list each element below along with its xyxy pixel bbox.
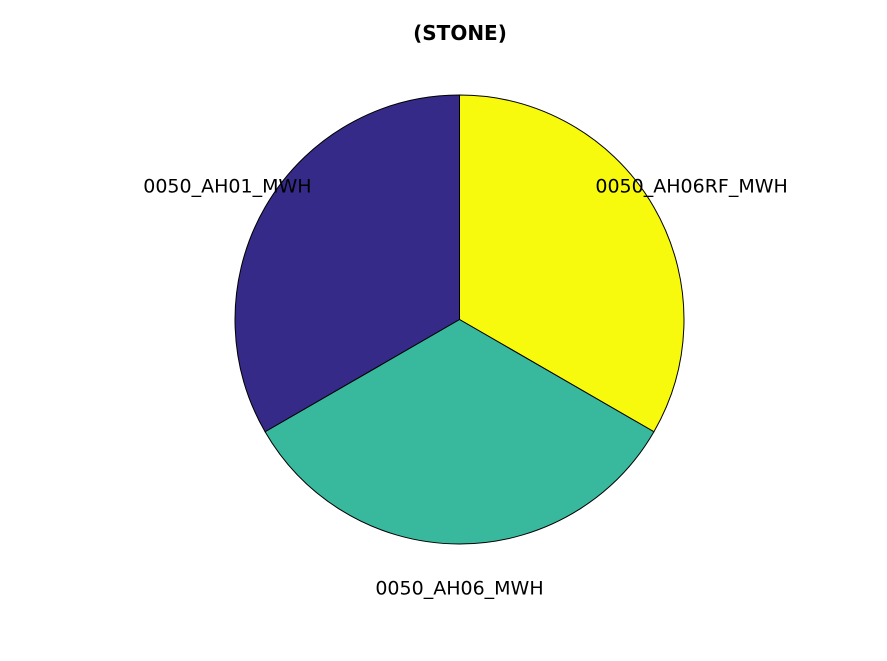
pie-slice-label-2: 0050_AH06_MWH: [375, 578, 543, 600]
pie-labels: 0050_AH06RF_MWH 0050_AH06_MWH 0050_AH01_MW…: [143, 176, 788, 600]
pie-slices: [234, 94, 685, 545]
pie-slice-label-1: 0050_AH06RF_MWH: [595, 176, 787, 198]
pie-slice-3: [234, 94, 460, 433]
chart-title: (STONE): [413, 21, 507, 45]
pie-slice-2: [264, 318, 655, 545]
pie-slice-label-3: 0050_AH01_MWH: [143, 176, 311, 198]
pie-slice-1: [459, 94, 685, 433]
